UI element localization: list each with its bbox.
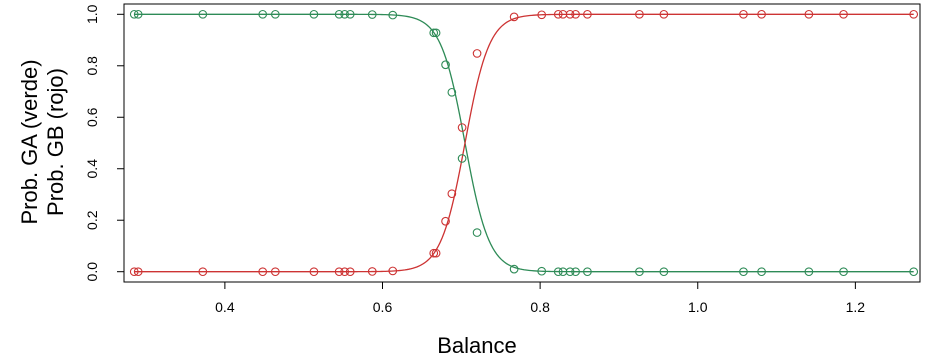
- point-rojo: [447, 189, 457, 199]
- x-axis-title: Balance: [437, 333, 517, 357]
- y-tick-label: 0.6: [84, 107, 100, 127]
- point-verde: [429, 28, 439, 38]
- point-verde: [388, 10, 398, 20]
- point-rojo: [334, 267, 344, 277]
- point-rojo: [431, 248, 441, 258]
- point-verde: [431, 28, 441, 38]
- point-verde: [441, 60, 450, 70]
- point-verde: [447, 87, 457, 97]
- point-verde: [804, 267, 814, 277]
- point-verde: [909, 267, 919, 277]
- y-tick-label: 0.8: [84, 56, 100, 76]
- x-tick-label: 0.6: [373, 299, 393, 315]
- point-rojo: [537, 10, 547, 20]
- x-tick-label: 0.4: [215, 299, 235, 315]
- point-rojo: [309, 267, 319, 277]
- point-rojo: [198, 267, 208, 277]
- y-tick-label: 1.0: [84, 4, 100, 24]
- y-tick-label: 0.4: [84, 159, 100, 179]
- y-tick-label: 0.0: [84, 262, 100, 282]
- plot-frame: [123, 3, 921, 283]
- point-verde: [133, 9, 143, 19]
- point-rojo: [429, 248, 439, 258]
- point-verde: [537, 266, 547, 276]
- point-verde: [565, 267, 575, 277]
- point-rojo: [129, 267, 139, 277]
- series-line-verde: [134, 13, 914, 273]
- point-rojo: [457, 123, 467, 132]
- point-rojo: [565, 9, 575, 19]
- axes: 0.4 0.6 0.8 1.0 1.2 0.0 0.2 0.4 0.6 0.8 1.0: [84, 4, 865, 315]
- point-rojo: [635, 9, 644, 19]
- point-rojo: [739, 9, 748, 19]
- point-rojo: [472, 49, 482, 58]
- point-verde: [583, 267, 592, 277]
- point-verde: [367, 10, 377, 19]
- point-rojo: [553, 9, 563, 19]
- y-axis-title-line-2: Prob. GB (rojo): [43, 68, 68, 216]
- point-verde: [571, 267, 580, 277]
- point-rojo: [441, 216, 450, 226]
- point-verde: [270, 9, 280, 19]
- point-rojo: [270, 267, 280, 277]
- point-rojo: [839, 9, 848, 19]
- point-verde: [340, 9, 350, 19]
- point-verde: [472, 228, 482, 237]
- point-rojo: [757, 9, 766, 19]
- point-rojo: [804, 9, 814, 19]
- y-axis-title-line-1: Prob. GA (verde): [17, 59, 42, 224]
- point-rojo: [583, 9, 592, 19]
- point-rojo: [571, 9, 580, 19]
- point-verde: [309, 9, 319, 19]
- point-verde: [659, 267, 669, 277]
- x-tick-label: 0.8: [530, 299, 550, 315]
- point-verde: [839, 267, 848, 277]
- point-verde: [334, 9, 344, 19]
- point-rojo: [133, 267, 143, 277]
- series-line-rojo: [134, 13, 914, 273]
- point-verde: [635, 267, 644, 277]
- curves: [134, 13, 914, 273]
- y-tick-label: 0.2: [84, 210, 100, 230]
- point-rojo: [909, 9, 919, 19]
- point-rojo: [258, 267, 268, 277]
- point-verde: [757, 267, 766, 277]
- point-verde: [198, 9, 208, 19]
- x-tick-label: 1.2: [846, 299, 866, 315]
- point-rojo: [345, 267, 355, 277]
- point-rojo: [659, 9, 669, 19]
- point-rojo: [367, 267, 377, 276]
- point-verde: [258, 9, 268, 19]
- point-verde: [457, 154, 467, 163]
- point-verde: [509, 264, 519, 274]
- point-verde: [129, 9, 139, 19]
- point-rojo: [340, 267, 350, 277]
- point-rojo: [388, 266, 398, 276]
- point-verde: [345, 9, 355, 19]
- points: [129, 9, 919, 277]
- point-verde: [553, 267, 563, 277]
- x-tick-label: 1.0: [688, 299, 708, 315]
- point-rojo: [509, 12, 519, 22]
- point-verde: [739, 267, 748, 277]
